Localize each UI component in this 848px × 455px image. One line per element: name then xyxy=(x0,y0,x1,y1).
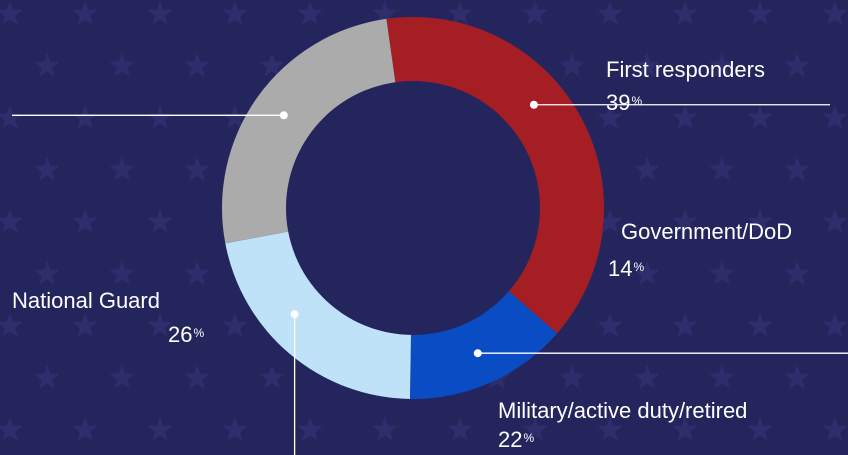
star-decoration xyxy=(34,365,60,389)
star-decoration xyxy=(147,313,173,337)
star-decoration xyxy=(297,1,323,25)
slice-label-government-dod: Government/DoD xyxy=(621,219,793,244)
star-decoration xyxy=(559,365,585,389)
star-decoration xyxy=(184,53,210,77)
star-decoration xyxy=(597,209,623,233)
star-decoration xyxy=(109,365,135,389)
star-decoration xyxy=(72,1,98,25)
star-decoration xyxy=(784,261,810,285)
star-decoration xyxy=(34,261,60,285)
star-decoration xyxy=(597,105,623,129)
star-decoration xyxy=(747,1,773,25)
star-decoration xyxy=(822,417,848,441)
star-decoration xyxy=(709,53,735,77)
value-number: 39 xyxy=(606,90,631,115)
star-decoration xyxy=(0,209,23,233)
star-decoration xyxy=(0,417,23,441)
value-number: 22 xyxy=(498,427,523,452)
value-number: 14 xyxy=(608,256,633,281)
leader-dot xyxy=(529,100,538,109)
star-decoration xyxy=(0,1,23,25)
leader-dot xyxy=(279,111,288,120)
star-decoration xyxy=(109,261,135,285)
star-decoration xyxy=(784,157,810,181)
star-decoration xyxy=(822,1,848,25)
star-decoration xyxy=(109,157,135,181)
star-decoration xyxy=(72,105,98,129)
star-decoration xyxy=(0,105,23,129)
star-decoration xyxy=(597,1,623,25)
star-decoration xyxy=(0,313,23,337)
star-decoration xyxy=(147,209,173,233)
value-unit: % xyxy=(631,94,643,108)
star-decoration xyxy=(297,417,323,441)
value-number: 26 xyxy=(168,322,193,347)
star-decoration xyxy=(372,1,398,25)
star-decoration xyxy=(522,417,548,441)
star-decoration xyxy=(634,157,660,181)
star-decoration xyxy=(72,417,98,441)
star-decoration xyxy=(784,53,810,77)
leader-dot xyxy=(473,349,482,358)
star-decoration xyxy=(672,209,698,233)
star-decoration xyxy=(222,313,248,337)
star-decoration xyxy=(747,417,773,441)
star-decoration xyxy=(597,417,623,441)
star-decoration xyxy=(672,1,698,25)
star-decoration xyxy=(147,417,173,441)
star-decoration xyxy=(747,209,773,233)
star-decoration xyxy=(784,365,810,389)
star-decoration xyxy=(184,157,210,181)
star-decoration xyxy=(634,261,660,285)
star-decoration xyxy=(34,53,60,77)
star-decoration xyxy=(72,313,98,337)
star-decoration xyxy=(184,365,210,389)
star-decoration xyxy=(709,157,735,181)
star-decoration xyxy=(72,209,98,233)
star-decoration xyxy=(822,209,848,233)
star-decoration xyxy=(147,1,173,25)
value-unit: % xyxy=(523,431,535,445)
star-decoration xyxy=(259,53,285,77)
donut-hole xyxy=(286,81,540,335)
star-decoration xyxy=(634,53,660,77)
slice-value-government-dod: 14% xyxy=(608,256,644,282)
star-decoration xyxy=(822,105,848,129)
slice-label-military-active-duty-retired: Military/active duty/retired xyxy=(498,398,748,423)
star-decoration xyxy=(522,1,548,25)
star-decoration xyxy=(672,105,698,129)
star-decoration xyxy=(222,1,248,25)
star-decoration xyxy=(447,417,473,441)
star-decoration xyxy=(222,417,248,441)
leader-dot xyxy=(290,310,299,319)
star-decoration xyxy=(372,417,398,441)
star-decoration xyxy=(109,53,135,77)
slice-label-national-guard: National Guard xyxy=(12,288,160,313)
slice-value-first-responders: 39% xyxy=(606,90,642,116)
star-decoration xyxy=(747,313,773,337)
value-unit: % xyxy=(633,260,645,274)
slice-value-military-active-duty-retired: 22% xyxy=(498,427,534,453)
slice-label-first-responders: First responders xyxy=(606,57,765,82)
star-decoration xyxy=(147,105,173,129)
star-decoration xyxy=(634,365,660,389)
star-decoration xyxy=(222,105,248,129)
star-decoration xyxy=(447,1,473,25)
star-decoration xyxy=(747,105,773,129)
leader-lines xyxy=(12,100,848,455)
value-unit: % xyxy=(193,326,205,340)
star-decoration xyxy=(34,157,60,181)
star-decoration xyxy=(822,313,848,337)
star-decoration xyxy=(709,365,735,389)
star-decoration xyxy=(709,261,735,285)
star-decoration xyxy=(672,313,698,337)
star-decoration xyxy=(672,417,698,441)
slice-value-national-guard: 26% xyxy=(168,322,204,348)
star-decoration xyxy=(184,261,210,285)
star-decoration xyxy=(597,313,623,337)
star-decoration xyxy=(559,53,585,77)
star-decoration xyxy=(259,365,285,389)
